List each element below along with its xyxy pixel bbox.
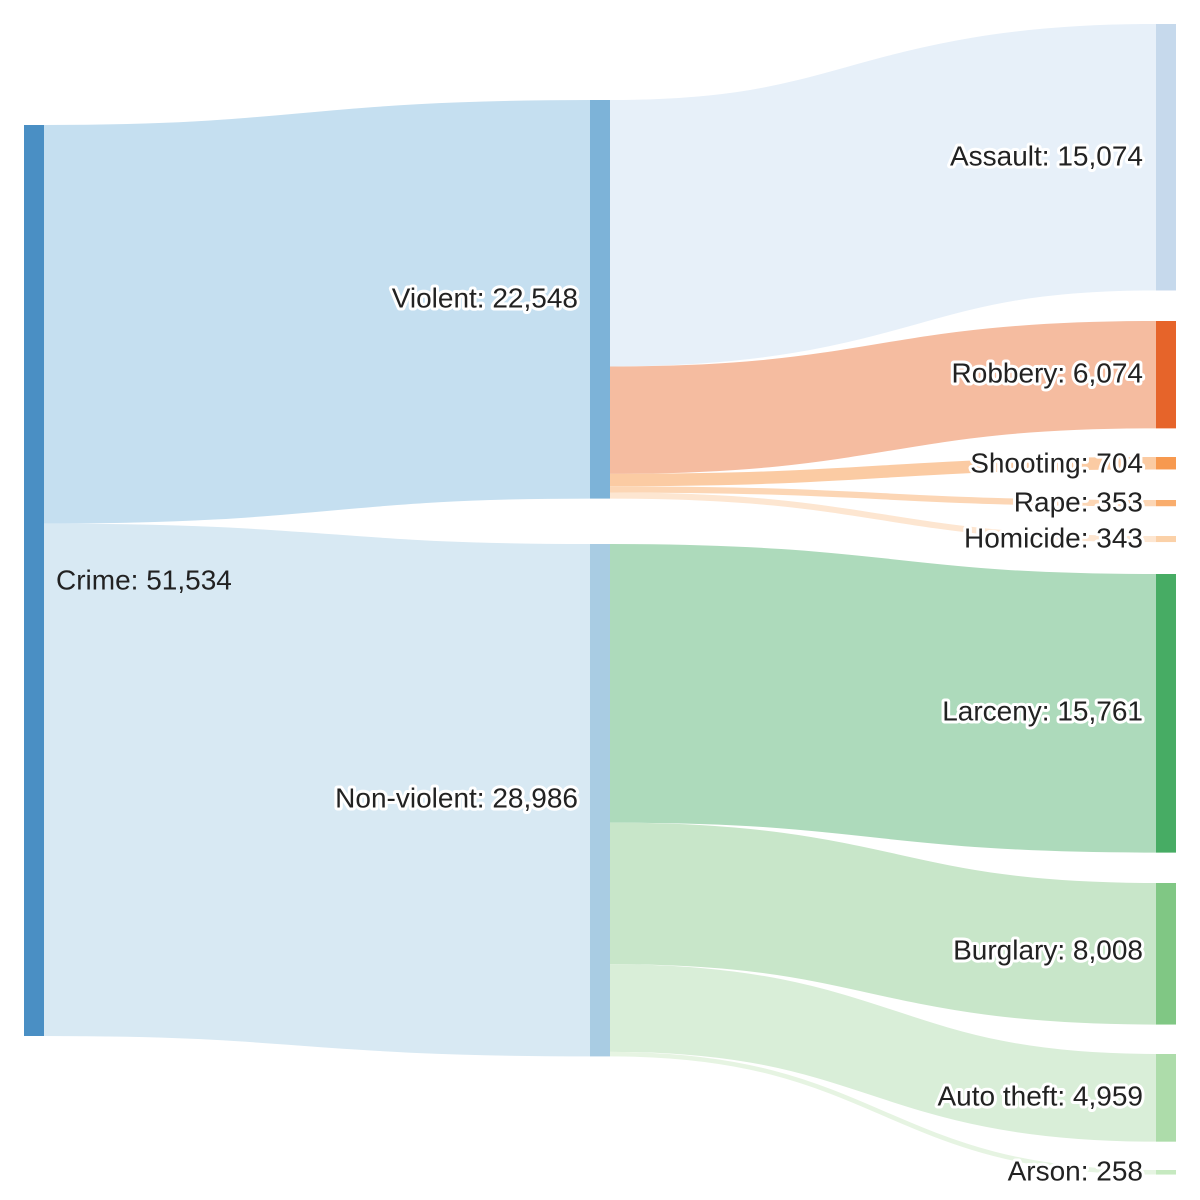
node-crime <box>24 125 44 1036</box>
label-arson: Arson: 258 <box>1008 1155 1143 1186</box>
label-violent: Violent: 22,548 <box>392 282 578 313</box>
link-nonviolent-to-arson <box>609 1051 1157 1175</box>
node-arson <box>1156 1170 1176 1175</box>
link-violent-to-rape <box>609 486 1157 507</box>
link-nonviolent-to-larceny <box>609 544 1157 853</box>
node-assault <box>1156 24 1176 291</box>
node-autotheft <box>1156 1054 1176 1142</box>
link-nonviolent-to-autotheft <box>609 964 1157 1142</box>
node-nonviolent <box>590 544 610 1057</box>
link-violent-to-homicide <box>609 492 1157 543</box>
link-crime-to-violent <box>43 100 591 524</box>
label-homicide: Homicide: 343 <box>964 522 1143 553</box>
label-burglary: Burglary: 8,008 <box>953 934 1143 965</box>
link-violent-to-assault <box>609 23 1157 367</box>
link-crime-to-nonviolent <box>43 523 591 1057</box>
labels-layer: Crime: 51,534 Violent: 22,548 Non-violen… <box>56 137 1146 1189</box>
label-assault: Assault: 15,074 <box>950 140 1143 171</box>
node-rape <box>1156 500 1176 507</box>
node-robbery <box>1156 321 1176 429</box>
node-shooting <box>1156 457 1176 470</box>
label-nonviolent: Non-violent: 28,986 <box>335 782 578 813</box>
nodes-layer <box>24 24 1176 1175</box>
label-rape: Rape: 353 <box>1014 486 1143 517</box>
label-crime: Crime: 51,534 <box>56 564 232 595</box>
label-robbery: Robbery: 6,074 <box>952 357 1143 388</box>
label-larceny: Larceny: 15,761 <box>942 695 1143 726</box>
node-homicide <box>1156 536 1176 543</box>
link-nonviolent-to-burglary <box>609 822 1157 1025</box>
link-violent-to-robbery <box>609 321 1157 474</box>
node-violent <box>590 100 610 499</box>
label-autotheft: Auto theft: 4,959 <box>938 1080 1144 1111</box>
node-burglary <box>1156 883 1176 1025</box>
node-larceny <box>1156 574 1176 853</box>
link-violent-to-shooting <box>609 457 1157 487</box>
label-shooting: Shooting: 704 <box>970 447 1143 478</box>
links-layer <box>43 23 1157 1175</box>
